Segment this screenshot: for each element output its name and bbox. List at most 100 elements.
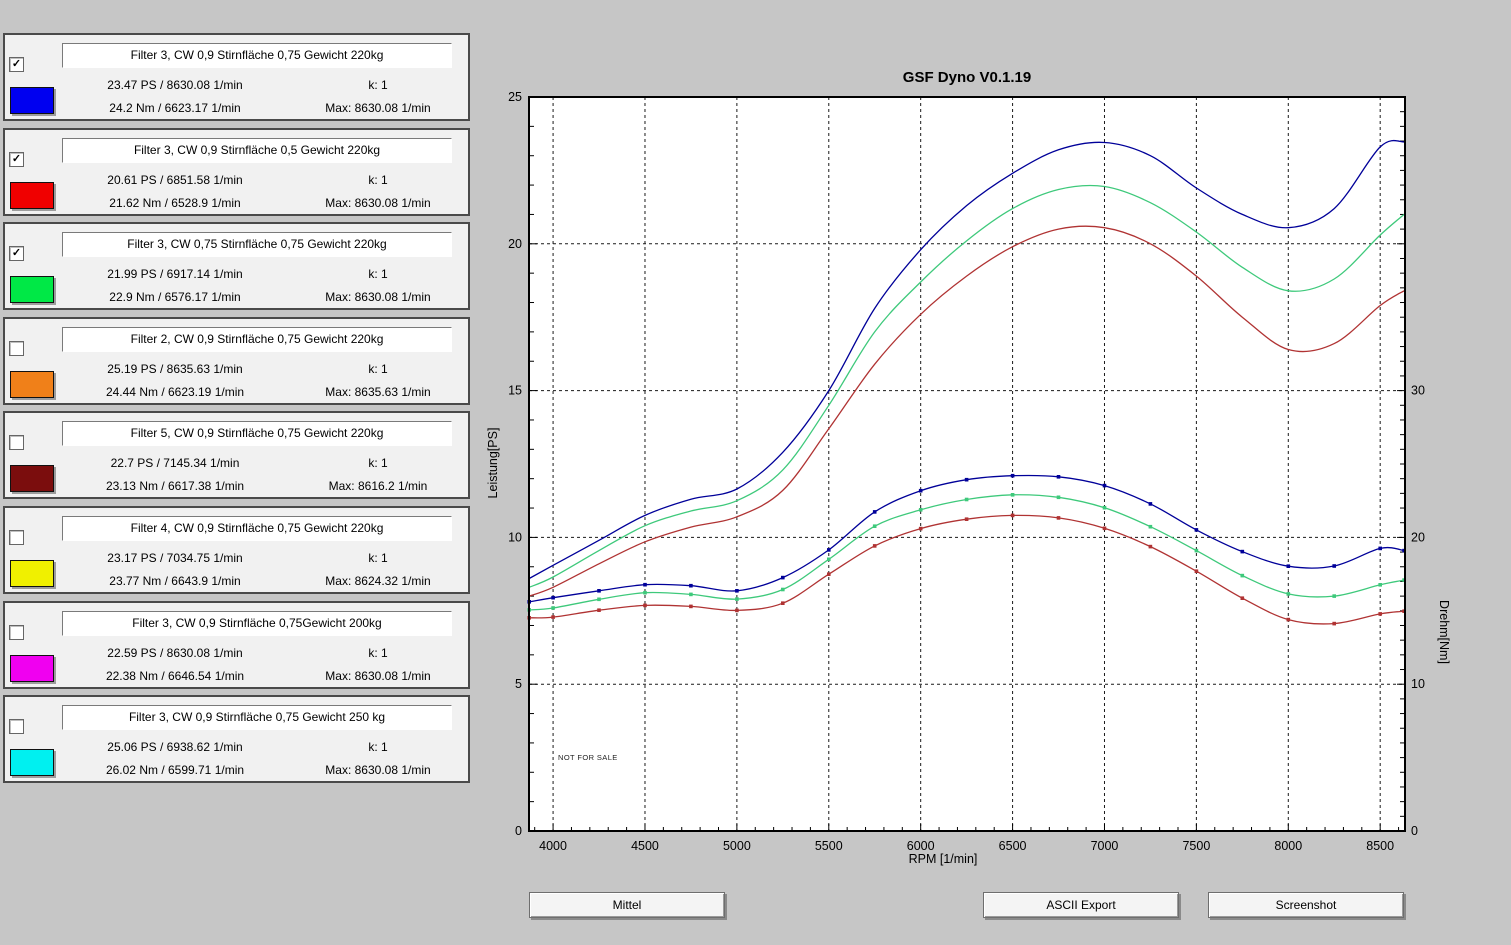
legend-panel: Filter 3, CW 0,9 Stirnfläche 0,75Gewicht… xyxy=(3,601,470,689)
marker-torque-red xyxy=(1378,612,1382,616)
y-axis-label-right: Drehm[Nm] xyxy=(1437,600,1451,664)
ps-peak-value: 23.17 PS / 7034.75 1/min xyxy=(107,551,243,565)
marker-torque-blue xyxy=(735,589,739,593)
legend-panel: ✓ Filter 3, CW 0,9 Stirnfläche 0,5 Gewic… xyxy=(3,128,470,216)
marker-torque-green xyxy=(1148,524,1153,529)
x-tick-label: 5000 xyxy=(723,839,751,853)
filter-visibility-checkbox[interactable] xyxy=(9,341,24,356)
marker-torque-red xyxy=(1056,516,1061,520)
marker-torque-green xyxy=(827,557,831,562)
legend-panel: Filter 3, CW 0,9 Stirnfläche 0,75 Gewich… xyxy=(3,695,470,783)
nm-peak-value: 26.02 Nm / 6599.71 1/min xyxy=(105,763,245,777)
marker-torque-red xyxy=(1148,544,1153,549)
filter-visibility-checkbox[interactable]: ✓ xyxy=(9,152,24,167)
curve-color-swatch xyxy=(10,276,54,303)
curve-power-blue xyxy=(528,139,1405,580)
mittel-button[interactable]: Mittel xyxy=(529,892,725,918)
filter-title-field[interactable]: Filter 3, CW 0,9 Stirnfläche 0,75Gewicht… xyxy=(62,611,452,636)
k-factor-value: k: 1 xyxy=(368,646,388,660)
max-rpm-value: Max: 8630.08 1/min xyxy=(325,101,431,115)
marker-torque-red xyxy=(1240,596,1245,600)
marker-torque-green xyxy=(597,597,601,602)
marker-torque-blue xyxy=(1102,483,1107,488)
ps-peak-value: 22.59 PS / 8630.08 1/min xyxy=(107,646,243,660)
marker-torque-green xyxy=(918,508,923,512)
y-right-tick-label: 10 xyxy=(1411,677,1425,691)
x-tick-label: 7500 xyxy=(1182,839,1210,853)
filter-visibility-checkbox[interactable] xyxy=(9,719,24,734)
screenshot-button[interactable]: Screenshot xyxy=(1208,892,1404,918)
nm-peak-value: 21.62 Nm / 6528.9 1/min xyxy=(109,196,241,210)
curve-color-swatch xyxy=(10,371,54,398)
ps-peak-value: 23.47 PS / 8630.08 1/min xyxy=(107,78,243,92)
marker-torque-red xyxy=(1286,617,1291,622)
marker-torque-green xyxy=(689,592,693,597)
ps-peak-value: 25.19 PS / 8635.63 1/min xyxy=(107,362,243,376)
marker-torque-blue xyxy=(918,488,923,493)
marker-torque-green xyxy=(643,590,647,595)
y-right-tick-label: 20 xyxy=(1411,530,1425,544)
marker-torque-red xyxy=(1194,569,1199,573)
marker-torque-green xyxy=(1240,573,1245,578)
nm-peak-value: 24.44 Nm / 6623.19 1/min xyxy=(105,385,245,399)
marker-torque-green xyxy=(1102,505,1107,510)
curve-power-green xyxy=(528,184,1405,588)
marker-torque-green xyxy=(735,597,739,601)
filter-title-field[interactable]: Filter 3, CW 0,75 Stirnfläche 0,75 Gewic… xyxy=(62,232,452,257)
legend-panel: ✓ Filter 3, CW 0,75 Stirnfläche 0,75 Gew… xyxy=(3,222,470,310)
marker-torque-green xyxy=(1194,548,1199,553)
marker-torque-blue xyxy=(1194,528,1199,532)
k-factor-value: k: 1 xyxy=(368,267,388,281)
filter-title-field[interactable]: Filter 3, CW 0,9 Stirnfläche 0,75 Gewich… xyxy=(62,705,452,730)
max-rpm-value: Max: 8635.63 1/min xyxy=(325,385,431,399)
max-rpm-value: Max: 8630.08 1/min xyxy=(325,669,431,683)
marker-torque-blue xyxy=(1010,473,1015,478)
marker-torque-red xyxy=(964,517,969,521)
x-tick-label: 8000 xyxy=(1274,839,1302,853)
curve-color-swatch xyxy=(10,655,54,682)
marker-torque-green xyxy=(551,606,555,610)
x-tick-label: 7000 xyxy=(1091,839,1119,853)
filter-title-field[interactable]: Filter 5, CW 0,9 Stirnfläche 0,75 Gewich… xyxy=(62,421,452,446)
ps-peak-value: 22.7 PS / 7145.34 1/min xyxy=(110,456,240,470)
marker-torque-blue xyxy=(1332,564,1336,568)
x-tick-label: 8500 xyxy=(1366,839,1394,853)
legend-panel: Filter 4, CW 0,9 Stirnfläche 0,75 Gewich… xyxy=(3,506,470,594)
nm-peak-value: 23.77 Nm / 6643.9 1/min xyxy=(109,574,241,588)
ps-peak-value: 21.99 PS / 6917.14 1/min xyxy=(107,267,243,281)
y-left-tick-label: 20 xyxy=(508,237,522,251)
filter-title-field[interactable]: Filter 3, CW 0,9 Stirnfläche 0,75 Gewich… xyxy=(62,43,452,68)
x-tick-label: 5500 xyxy=(815,839,843,853)
marker-torque-green xyxy=(1332,594,1336,598)
marker-torque-red xyxy=(872,544,877,548)
x-tick-label: 6500 xyxy=(999,839,1027,853)
filter-visibility-checkbox[interactable]: ✓ xyxy=(9,246,24,261)
marker-torque-blue xyxy=(689,583,693,588)
k-factor-value: k: 1 xyxy=(368,173,388,187)
x-tick-label: 4000 xyxy=(539,839,567,853)
marker-torque-red xyxy=(735,608,739,613)
ps-peak-value: 20.61 PS / 6851.58 1/min xyxy=(107,173,243,187)
curve-color-swatch xyxy=(10,749,54,776)
marker-torque-blue xyxy=(872,510,877,514)
filter-visibility-checkbox[interactable] xyxy=(9,435,24,450)
x-axis-label: RPM [1/min] xyxy=(908,852,978,866)
filter-title-field[interactable]: Filter 4, CW 0,9 Stirnfläche 0,75 Gewich… xyxy=(62,516,452,541)
curve-color-swatch xyxy=(10,465,54,492)
legend-panel: Filter 5, CW 0,9 Stirnfläche 0,75 Gewich… xyxy=(3,411,470,499)
filter-title-field[interactable]: Filter 2, CW 0,9 Stirnfläche 0,75 Gewich… xyxy=(62,327,452,352)
legend-panel: Filter 2, CW 0,9 Stirnfläche 0,75 Gewich… xyxy=(3,317,470,405)
ps-peak-value: 25.06 PS / 6938.62 1/min xyxy=(107,740,243,754)
marker-torque-red xyxy=(781,601,785,605)
filter-visibility-checkbox[interactable] xyxy=(9,530,24,545)
curve-color-swatch xyxy=(10,182,54,209)
x-tick-label: 6000 xyxy=(907,839,935,853)
filter-visibility-checkbox[interactable]: ✓ xyxy=(9,57,24,72)
filter-title-field[interactable]: Filter 3, CW 0,9 Stirnfläche 0,5 Gewicht… xyxy=(62,138,452,163)
marker-torque-blue xyxy=(1056,475,1061,479)
filter-visibility-checkbox[interactable] xyxy=(9,625,24,640)
ascii-export-button[interactable]: ASCII Export xyxy=(983,892,1179,918)
marker-torque-blue xyxy=(551,595,555,600)
